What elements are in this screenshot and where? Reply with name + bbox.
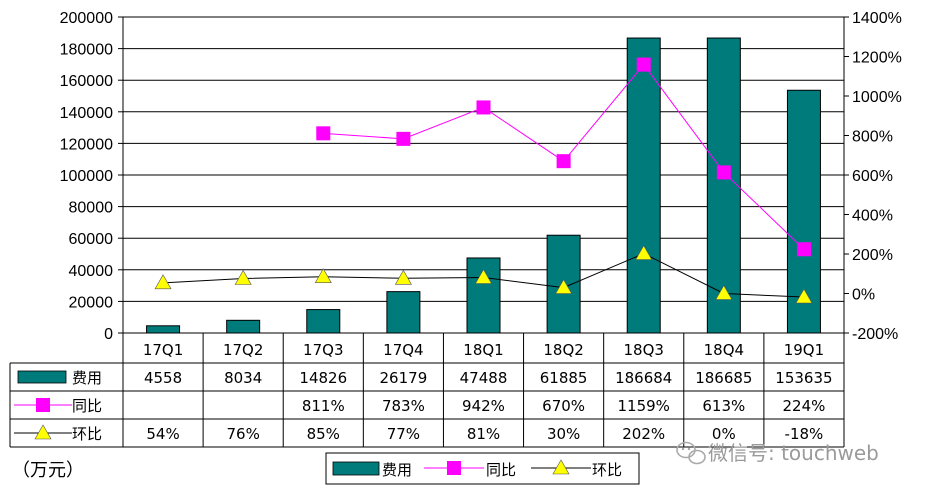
legend-label-费用: 费用 [382,461,412,479]
cell-费用-17Q1: 4558 [144,369,182,387]
category-label: 18Q4 [704,341,744,359]
cell-环比-17Q3: 85% [307,425,340,443]
bar-17Q2 [226,319,261,334]
point-环比-18Q2 [555,278,573,294]
row-header-环比: 环比 [72,425,102,443]
cell-同比-18Q3: 1159% [618,397,670,415]
bar-18Q3 [626,37,661,334]
row-key-marker-环比 [34,424,52,440]
legend-label-环比: 环比 [592,461,622,479]
cell-环比-18Q1: 81% [467,425,500,443]
cell-环比-18Q4: 0% [712,425,736,443]
right-tick-label: 1000% [852,89,902,106]
cell-环比-19Q1: -18% [785,425,824,443]
cell-环比-17Q2: 76% [226,425,259,443]
right-tick-label: 800% [852,129,893,146]
unit-label: （万元） [12,460,84,481]
axes: 0 20000 40000 60000 80000 100000 120000 140000 1… [60,10,902,343]
cell-同比-18Q4: 613% [702,397,745,415]
cell-环比-17Q4: 77% [387,425,420,443]
legend: 费用 同比 环比 [325,452,640,485]
cell-费用-17Q3: 14826 [299,369,347,387]
point-同比-18Q2 [556,154,571,169]
legend-key-费用 [332,461,380,476]
right-tick-label: 1200% [852,50,902,67]
category-label: 17Q4 [383,341,423,359]
cell-环比-18Q3: 202% [622,425,665,443]
cell-环比-18Q2: 30% [547,425,580,443]
category-label: 17Q2 [223,341,263,359]
cell-费用-17Q2: 8034 [224,369,262,387]
point-同比-18Q1 [476,100,491,115]
cell-同比-18Q2: 670% [542,397,585,415]
category-label: 18Q3 [624,341,664,359]
left-tick-label: 160000 [60,73,113,90]
left-tick-label: 60000 [69,231,114,248]
point-同比-18Q3 [636,57,651,72]
watermark: 微信号: touchweb [676,441,879,465]
left-tick-label: 0 [104,326,113,343]
point-环比-17Q4 [394,269,412,285]
bar-17Q4 [386,291,421,334]
point-同比-17Q4 [396,131,411,146]
cell-费用-18Q1: 47488 [460,369,508,387]
cell-同比-17Q3: 811% [302,397,345,415]
point-环比-18Q3 [635,245,653,260]
bar-17Q3 [306,309,341,334]
watermark-text: 微信号: touchweb [708,441,879,465]
left-tick-label: 200000 [60,10,113,27]
right-tick-label: 200% [852,247,893,264]
cell-费用-19Q1: 153635 [775,369,832,387]
left-tick-label: 140000 [60,105,113,122]
left-tick-label: 120000 [60,136,113,153]
left-tick-label: 40000 [69,263,114,280]
left-tick-label: 180000 [60,42,113,59]
left-tick-label: 100000 [60,168,113,185]
cell-费用-17Q4: 26179 [380,369,428,387]
row-key-marker-同比 [36,398,50,412]
row-header-同比: 同比 [72,397,102,415]
right-tick-label: 1400% [852,10,902,27]
point-同比-19Q1 [796,242,811,257]
right-tick-label: -200% [852,326,898,343]
cell-费用-18Q2: 61885 [540,369,588,387]
point-同比-17Q3 [316,126,331,141]
cell-环比-17Q1: 54% [146,425,179,443]
category-label: 17Q3 [303,341,343,359]
cell-费用-18Q4: 186685 [695,369,752,387]
left-tick-label: 20000 [69,294,114,311]
right-tick-label: 400% [852,208,893,225]
bar-series [146,37,821,334]
category-label: 17Q1 [143,341,183,359]
right-tick-label: 0% [852,287,875,304]
point-环比-19Q1 [795,288,813,304]
right-tick-label: 600% [852,168,893,185]
wechat-icon [676,441,706,465]
point-环比-17Q1 [154,274,172,290]
category-label: 19Q1 [784,341,824,359]
row-key-费用 [17,370,67,384]
point-同比-18Q4 [716,165,731,180]
cell-同比-19Q1: 224% [782,397,825,415]
left-tick-label: 80000 [69,200,114,217]
cell-同比-17Q4: 783% [382,397,425,415]
point-环比-18Q4 [715,284,733,300]
point-环比-18Q1 [474,268,493,284]
data-table: 17Q1 17Q2 17Q3 17Q4 18Q1 18Q2 18Q3 18Q4 19Q1 费用 45… [9,332,845,448]
legend-key-环比 [552,459,570,475]
line-series [154,57,813,304]
point-环比-17Q2 [234,269,252,285]
bar-17Q1 [146,325,181,334]
category-label: 18Q2 [543,341,583,359]
category-label: 18Q1 [463,341,503,359]
cell-费用-18Q3: 186684 [615,369,672,387]
point-环比-17Q3 [314,268,332,284]
legend-key-同比 [447,461,461,475]
row-header-费用: 费用 [72,369,102,387]
cell-同比-18Q1: 942% [462,397,505,415]
legend-label-同比: 同比 [486,461,516,479]
bar-18Q4 [706,37,741,334]
